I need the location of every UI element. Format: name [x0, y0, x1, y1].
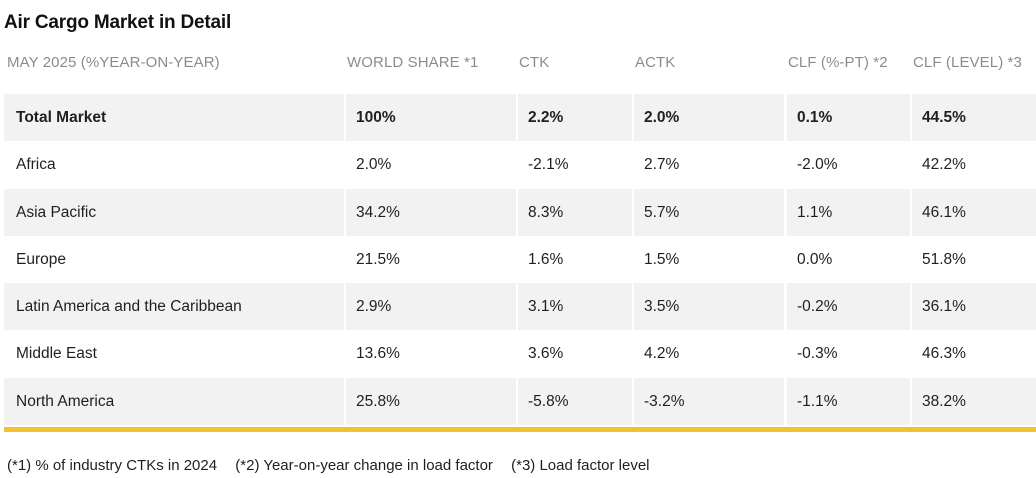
header-region: MAY 2025 (%YEAR-ON-YEAR) — [7, 54, 220, 71]
table-row-europe: Europe 21.5% 1.6% 1.5% 0.0% 51.8% — [4, 236, 1036, 283]
table-row-north-america: North America 25.8% -5.8% -3.2% -1.1% 38… — [4, 377, 1036, 426]
cell-clf-level: 42.2% — [922, 156, 966, 174]
header-world-share: WORLD SHARE *1 — [347, 54, 479, 71]
cell-clf-pt: -2.0% — [797, 156, 838, 174]
cell-clf-pt: -0.3% — [797, 345, 838, 363]
table-row-africa: Africa 2.0% -2.1% 2.7% -2.0% 42.2% — [4, 141, 1036, 188]
cell-region: Asia Pacific — [4, 188, 344, 236]
cell-actk: 5.7% — [634, 188, 784, 236]
cell-ctk: -5.8% — [518, 377, 632, 426]
footnote-2: (*2) Year-on-year change in load factor — [235, 457, 493, 474]
table-row-total-market: Total Market 100% 2.2% 2.0% 0.1% 44.5% — [4, 94, 1036, 142]
cell-region: Africa — [16, 156, 56, 174]
cell-clf-level: 51.8% — [922, 250, 966, 268]
cell-actk: 3.5% — [634, 283, 784, 331]
cell-actk: 4.2% — [644, 345, 680, 363]
cell-clf-pt: 0.1% — [787, 94, 910, 142]
cell-region: Total Market — [4, 94, 344, 142]
cell-actk: 2.7% — [644, 156, 680, 174]
cell-region: Europe — [16, 250, 66, 268]
table-row-latin-america: Latin America and the Caribbean 2.9% 3.1… — [4, 283, 1036, 331]
header-actk: ACTK — [635, 54, 676, 71]
cell-ctk: 2.2% — [518, 94, 632, 142]
cell-world-share: 34.2% — [346, 188, 516, 236]
cell-clf-pt: -0.2% — [787, 283, 910, 331]
cell-ctk: 1.6% — [528, 250, 564, 268]
cell-world-share: 2.9% — [346, 283, 516, 331]
header-ctk: CTK — [519, 54, 550, 71]
cell-ctk: 8.3% — [518, 188, 632, 236]
table-row-asia-pacific: Asia Pacific 34.2% 8.3% 5.7% 1.1% 46.1% — [4, 188, 1036, 236]
page-title: Air Cargo Market in Detail — [4, 12, 232, 33]
cell-clf-level: 44.5% — [912, 94, 1036, 142]
cell-world-share: 2.0% — [356, 156, 392, 174]
cell-world-share: 21.5% — [356, 250, 400, 268]
table-row-middle-east: Middle East 13.6% 3.6% 4.2% -0.3% 46.3% — [4, 330, 1036, 377]
footnote-3: (*3) Load factor level — [511, 457, 650, 474]
cell-region: North America — [4, 377, 344, 426]
header-clf-pt: CLF (%-PT) *2 — [788, 54, 888, 71]
cell-clf-pt: 0.0% — [797, 250, 833, 268]
cell-world-share: 100% — [346, 94, 516, 142]
table-header: MAY 2025 (%YEAR-ON-YEAR) WORLD SHARE *1 … — [0, 54, 1036, 76]
cell-clf-level: 36.1% — [912, 283, 1036, 331]
cell-clf-level: 38.2% — [912, 377, 1036, 426]
cell-ctk: 3.1% — [518, 283, 632, 331]
cell-world-share: 13.6% — [356, 345, 400, 363]
cell-region: Latin America and the Caribbean — [4, 283, 344, 331]
cell-actk: -3.2% — [634, 377, 784, 426]
cell-world-share: 25.8% — [346, 377, 516, 426]
header-clf-level: CLF (LEVEL) *3 — [913, 54, 1022, 71]
cell-ctk: 3.6% — [528, 345, 564, 363]
cell-region: Middle East — [16, 345, 97, 363]
accent-divider — [4, 427, 1036, 432]
cell-actk: 2.0% — [634, 94, 784, 142]
footnotes: (*1) % of industry CTKs in 2024 (*2) Yea… — [7, 457, 664, 474]
cell-actk: 1.5% — [644, 250, 680, 268]
data-table: Total Market 100% 2.2% 2.0% 0.1% 44.5% A… — [4, 94, 1036, 426]
cell-clf-pt: 1.1% — [787, 188, 910, 236]
footnote-1: (*1) % of industry CTKs in 2024 — [7, 457, 218, 474]
cell-clf-level: 46.1% — [912, 188, 1036, 236]
cell-clf-pt: -1.1% — [787, 377, 910, 426]
cell-ctk: -2.1% — [528, 156, 569, 174]
cell-clf-level: 46.3% — [922, 345, 966, 363]
